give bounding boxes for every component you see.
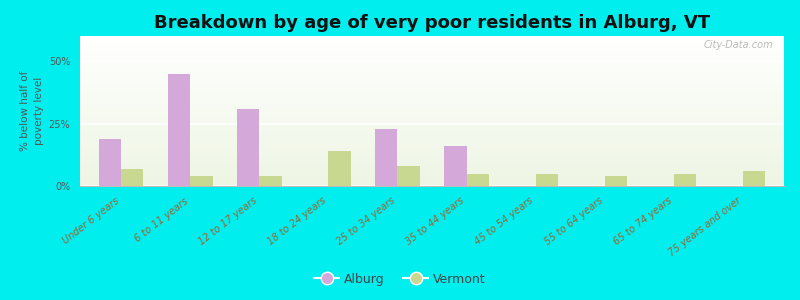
Bar	[80, 40, 784, 42]
Text: City-Data.com: City-Data.com	[704, 40, 774, 50]
Bar	[80, 94, 784, 96]
Bar	[80, 70, 784, 72]
Bar	[80, 111, 784, 113]
Bar	[80, 141, 784, 143]
Bar	[80, 182, 784, 184]
Bar	[80, 49, 784, 51]
Bar	[375, 128, 398, 186]
Bar	[80, 109, 784, 111]
Bar	[445, 146, 466, 186]
Bar	[80, 173, 784, 175]
Bar	[80, 132, 784, 134]
Bar	[80, 145, 784, 147]
Bar	[605, 176, 626, 186]
Bar	[80, 169, 784, 171]
Bar	[80, 96, 784, 98]
Bar	[80, 57, 784, 59]
Bar	[80, 152, 784, 154]
Bar	[80, 124, 784, 126]
Bar	[80, 167, 784, 169]
Bar	[80, 137, 784, 139]
Bar	[80, 102, 784, 103]
Bar	[80, 150, 784, 152]
Bar	[80, 160, 784, 162]
Bar	[466, 173, 489, 186]
Bar	[742, 171, 765, 186]
Bar	[80, 117, 784, 118]
Bar	[80, 38, 784, 40]
Bar	[80, 44, 784, 45]
Bar	[80, 143, 784, 145]
Bar	[80, 66, 784, 68]
Bar	[80, 79, 784, 81]
Bar	[80, 113, 784, 115]
Bar	[80, 88, 784, 90]
Bar	[80, 100, 784, 102]
Bar	[80, 139, 784, 141]
Bar	[535, 173, 558, 186]
Bar	[80, 115, 784, 117]
Bar	[80, 165, 784, 167]
Bar	[80, 77, 784, 79]
Bar	[99, 139, 122, 186]
Bar	[80, 47, 784, 49]
Bar	[80, 178, 784, 180]
Bar	[80, 62, 784, 64]
Bar	[80, 58, 784, 60]
Bar	[80, 107, 784, 109]
Bar	[80, 158, 784, 160]
Bar	[80, 162, 784, 164]
Bar	[80, 130, 784, 132]
Bar	[80, 105, 784, 107]
Bar	[80, 42, 784, 43]
Bar	[398, 166, 419, 186]
Bar	[80, 60, 784, 62]
Bar	[80, 134, 784, 135]
Bar	[80, 120, 784, 122]
Bar	[80, 85, 784, 87]
Bar	[238, 109, 259, 186]
Bar	[80, 177, 784, 178]
Bar	[80, 53, 784, 55]
Bar	[80, 75, 784, 77]
Bar	[80, 122, 784, 124]
Bar	[80, 148, 784, 150]
Bar	[329, 151, 350, 186]
Bar	[80, 171, 784, 173]
Bar	[80, 72, 784, 74]
Title: Breakdown by age of very poor residents in Alburg, VT: Breakdown by age of very poor residents …	[154, 14, 710, 32]
Legend: Alburg, Vermont: Alburg, Vermont	[309, 268, 491, 291]
Bar	[80, 118, 784, 120]
Bar	[80, 81, 784, 83]
Bar	[80, 147, 784, 148]
Bar	[259, 176, 282, 186]
Bar	[80, 128, 784, 130]
Bar	[80, 55, 784, 57]
Bar	[80, 154, 784, 156]
Bar	[80, 126, 784, 128]
Bar	[80, 135, 784, 137]
Bar	[80, 87, 784, 88]
Bar	[168, 74, 190, 186]
Bar	[80, 90, 784, 92]
Bar	[80, 156, 784, 158]
Bar	[122, 169, 143, 186]
Bar	[80, 98, 784, 100]
Bar	[80, 51, 784, 53]
Bar	[674, 173, 696, 186]
Bar	[80, 184, 784, 186]
Bar	[80, 45, 784, 47]
Bar	[80, 175, 784, 177]
Bar	[80, 83, 784, 85]
Bar	[80, 36, 784, 38]
Bar	[80, 74, 784, 75]
Bar	[80, 103, 784, 105]
Bar	[80, 92, 784, 94]
Bar	[80, 164, 784, 165]
Y-axis label: % below half of
poverty level: % below half of poverty level	[21, 71, 45, 151]
Bar	[80, 68, 784, 70]
Bar	[80, 180, 784, 182]
Bar	[190, 176, 213, 186]
Bar	[80, 64, 784, 66]
